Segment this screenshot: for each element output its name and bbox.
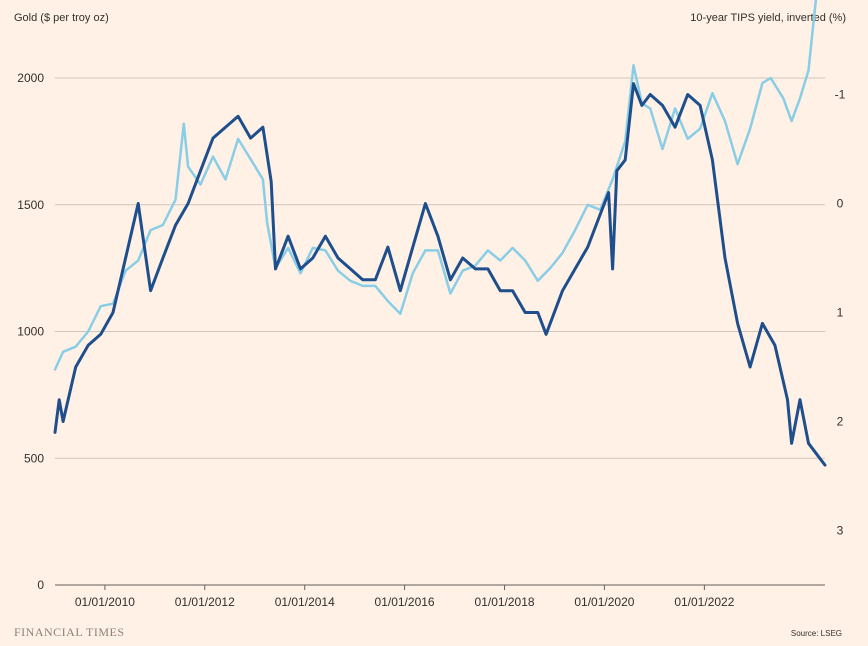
x-tick-label: 01/01/2010 xyxy=(75,595,135,609)
x-tick-label: 01/01/2012 xyxy=(175,595,235,609)
y2-tick-label: -1 xyxy=(835,88,846,102)
publisher-logo: FINANCIAL TIMES xyxy=(14,625,125,639)
tips-yield-series-line xyxy=(53,82,827,467)
left-axis-title: Gold ($ per troy oz) xyxy=(14,12,109,24)
y2-tick-label: 1 xyxy=(837,306,844,320)
y-tick-label: 500 xyxy=(24,451,44,465)
x-tick-label: 01/01/2014 xyxy=(275,595,335,609)
gold-series-line xyxy=(53,0,818,371)
x-tick-label: 01/01/2016 xyxy=(375,595,435,609)
y2-tick-label: 3 xyxy=(837,524,844,538)
x-tick-label: 01/01/2018 xyxy=(475,595,535,609)
y2-tick-label: 2 xyxy=(837,415,844,429)
x-tick-label: 01/01/2022 xyxy=(674,595,734,609)
y-tick-label: 1000 xyxy=(17,325,44,339)
right-axis-title: 10-year TIPS yield, inverted (%) xyxy=(690,12,846,24)
source-note: Source: LSEG xyxy=(790,629,842,638)
x-tick-label: 01/01/2020 xyxy=(574,595,634,609)
y2-tick-label: 0 xyxy=(837,197,844,211)
y-tick-label: 2000 xyxy=(17,71,44,85)
y-tick-label: 0 xyxy=(37,578,44,592)
y-tick-label: 1500 xyxy=(17,198,44,212)
